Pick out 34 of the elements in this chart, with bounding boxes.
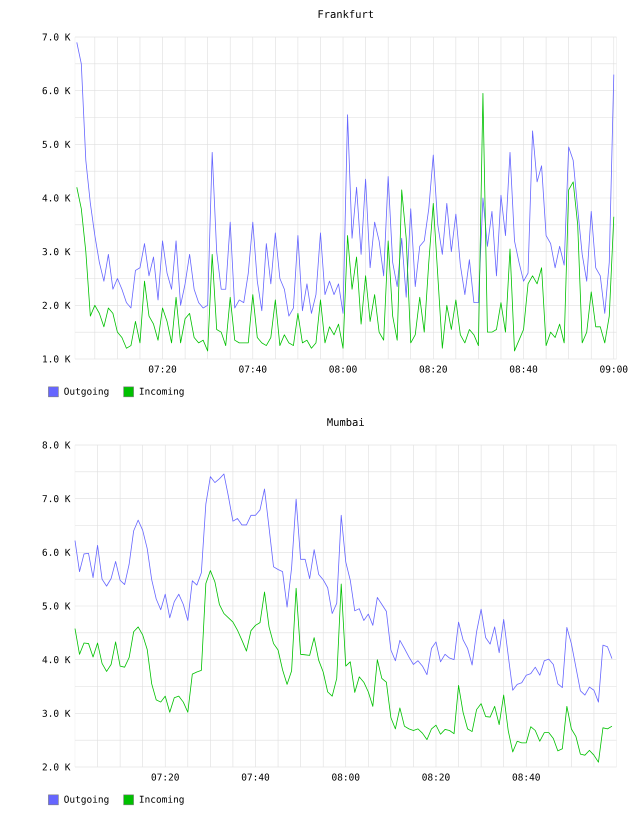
line-series [74, 570, 612, 763]
x-tick-label: 07:20 [152, 774, 179, 781]
x-tick-label: 08:20 [420, 366, 447, 373]
y-tick-label: 8.0 K [42, 441, 70, 449]
legend-label: Outgoing [64, 795, 108, 805]
x-tick-label: 08:40 [512, 774, 540, 781]
x-tick-label: 07:40 [239, 366, 266, 373]
y-tick-label: 5.0 K [42, 602, 70, 610]
y-tick-label: 6.0 K [42, 87, 70, 94]
y-tick-label: 4.0 K [42, 194, 70, 202]
line-series [76, 42, 614, 316]
x-tick-label: 07:20 [148, 366, 176, 373]
y-tick-label: 1.0 K [43, 355, 70, 363]
y-tick-label: 5.0 K [42, 140, 70, 148]
chart-title: Frankfurt [318, 10, 374, 18]
x-tick-label: 08:20 [422, 774, 450, 781]
x-tick-label: 09:00 [600, 366, 628, 373]
y-tick-label: 2.0 K [42, 302, 70, 309]
y-tick-label: 7.0 K [42, 33, 70, 41]
y-tick-label: 3.0 K [42, 248, 70, 256]
y-tick-label: 4.0 K [42, 656, 70, 664]
x-tick-label: 08:00 [329, 366, 357, 373]
x-tick-label: 07:40 [242, 774, 270, 781]
x-tick-label: 08:00 [332, 774, 360, 781]
y-tick-label: 7.0 K [42, 495, 70, 502]
line-series [74, 474, 612, 702]
x-tick-label: 08:40 [510, 366, 538, 373]
y-tick-label: 2.0 K [42, 763, 70, 771]
legend-label: Incoming [140, 387, 184, 397]
legend-label: Outgoing [64, 387, 108, 397]
y-tick-label: 6.0 K [42, 548, 70, 556]
legend-label: Incoming [140, 795, 184, 805]
chart-title: Mumbai [327, 418, 364, 426]
y-tick-label: 3.0 K [42, 710, 70, 717]
